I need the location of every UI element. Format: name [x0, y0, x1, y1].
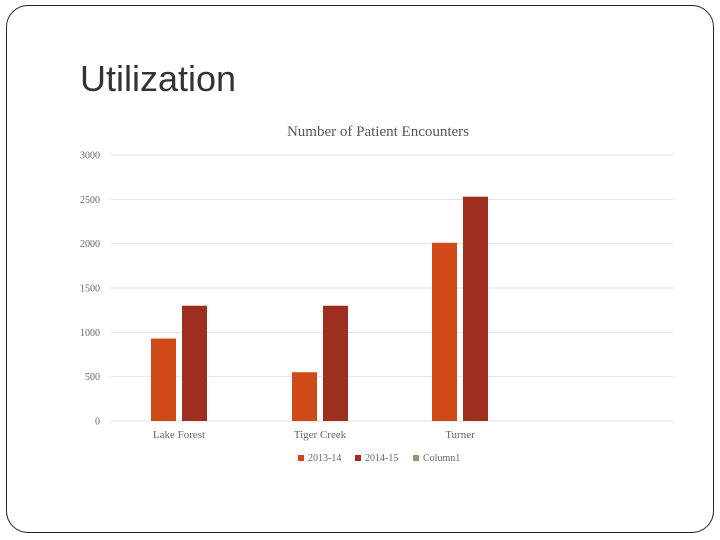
y-tick-label: 3000	[80, 151, 100, 162]
legend-label: 2014-15	[365, 453, 398, 464]
y-tick-label: 1000	[80, 328, 100, 339]
bar	[463, 196, 488, 421]
chart-title: Number of Patient Encounters	[287, 124, 469, 140]
bar	[432, 242, 457, 421]
legend-swatch	[298, 455, 304, 461]
y-tick-label: 0	[95, 417, 100, 428]
bar	[182, 305, 207, 421]
x-category-label: Lake Forest	[153, 429, 205, 441]
legend-label: Column1	[423, 453, 460, 464]
legend: 2013-14 2014-15 Column1	[298, 453, 460, 464]
slide-frame	[6, 5, 714, 533]
slide-title: Utilization	[80, 58, 237, 99]
x-axis-categories: Lake Forest Tiger Creek Turner	[153, 429, 475, 441]
legend-swatch	[355, 455, 361, 461]
x-category-label: Tiger Creek	[294, 429, 347, 441]
bar	[292, 372, 317, 421]
bar	[151, 338, 176, 421]
y-tick-label: 2000	[80, 239, 100, 250]
legend-swatch	[413, 455, 419, 461]
y-tick-label: 500	[85, 372, 100, 383]
y-axis-ticks: 0 500 1000 1500 2000 2500 3000	[80, 151, 100, 428]
bar	[323, 305, 348, 421]
legend-label: 2013-14	[308, 453, 341, 464]
bars	[151, 196, 488, 421]
y-tick-label: 1500	[80, 284, 100, 295]
y-tick-label: 2500	[80, 195, 100, 206]
x-category-label: Turner	[445, 429, 475, 441]
